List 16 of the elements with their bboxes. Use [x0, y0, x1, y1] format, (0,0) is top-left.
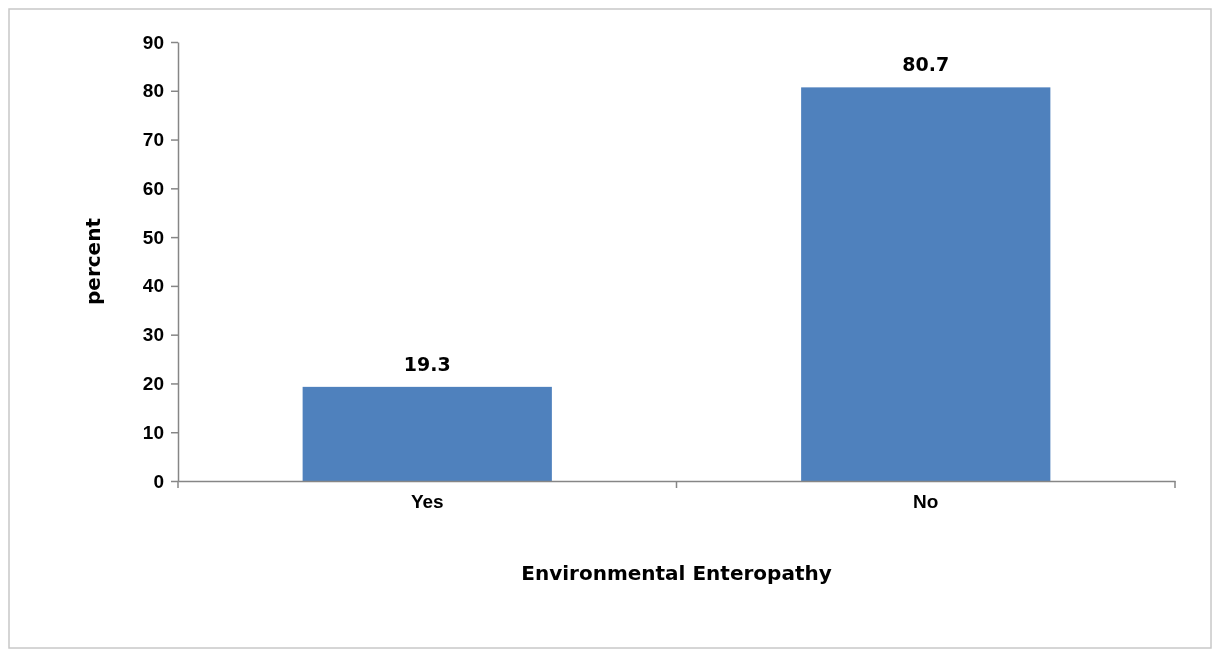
y-tick-label: 0 — [153, 470, 164, 492]
y-tick-label: 40 — [142, 275, 164, 297]
y-tick-label: 80 — [142, 80, 164, 102]
y-tick-label: 30 — [142, 324, 164, 346]
y-tick-label: 60 — [142, 177, 164, 199]
x-axis-title: Environmental Enteropathy — [521, 561, 832, 585]
x-tick-label: Yes — [410, 491, 444, 512]
y-tick-label: 90 — [142, 31, 164, 53]
y-tick-label: 10 — [142, 421, 164, 443]
data-label: 19.3 — [403, 352, 451, 375]
y-axis-title: percent — [81, 217, 105, 305]
y-tick-label: 20 — [142, 373, 164, 395]
y-tick-label: 70 — [142, 129, 164, 151]
y-tick-label: 50 — [142, 226, 164, 248]
data-label: 80.7 — [902, 53, 950, 76]
x-tick-label: No — [913, 491, 939, 512]
